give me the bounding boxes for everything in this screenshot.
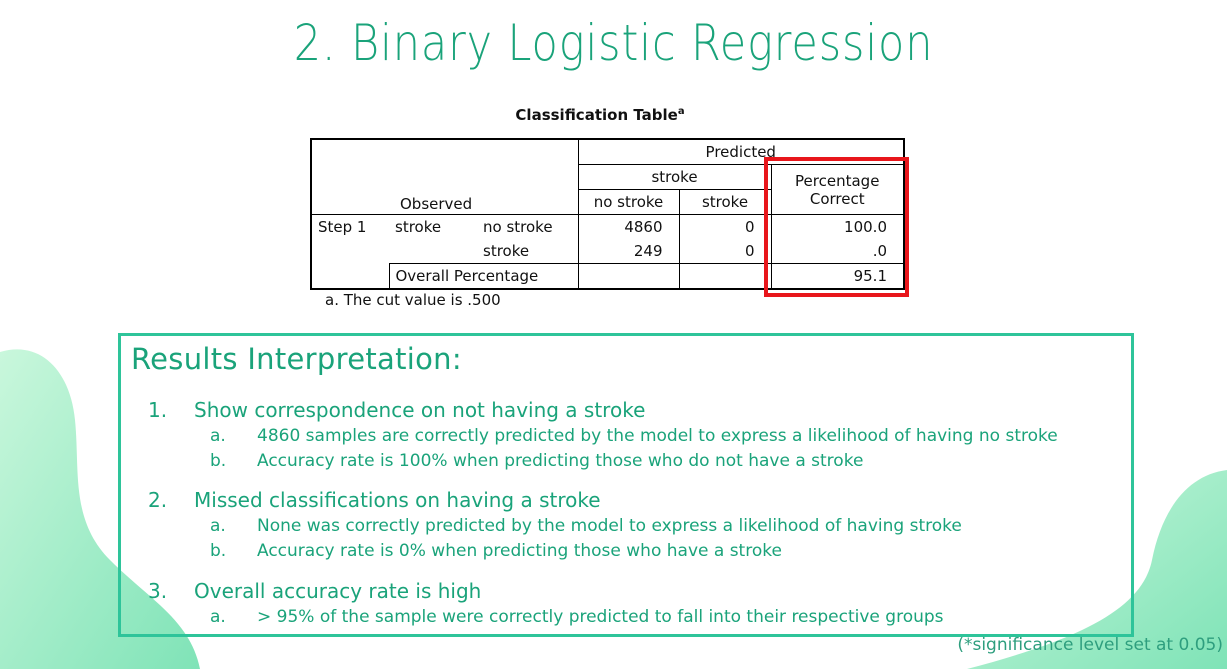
point-1b-letter: b. [210, 451, 227, 471]
point-2a-letter: a. [210, 516, 226, 536]
decorative-blob-left [0, 349, 200, 669]
observed-header: Observed [310, 138, 578, 215]
cell-stroke-stroke: 0 [678, 239, 771, 264]
pct-correct-header-line2: Correct [809, 189, 865, 208]
point-1a-letter: a. [210, 426, 226, 446]
dep-var-header: stroke [577, 164, 771, 190]
cell-no-stroke-pct: 100.0 [770, 214, 905, 239]
point-1-text: Show correspondence on not having a stro… [194, 398, 646, 422]
point-1a-text: 4860 samples are correctly predicted by … [257, 426, 1058, 446]
cell-stroke-no-stroke: 249 [577, 239, 679, 264]
cell-no-stroke-stroke: 0 [678, 214, 771, 239]
overall-percentage-label: Overall Percentage [388, 263, 578, 290]
cell-no-stroke-no-stroke: 4860 [577, 214, 679, 239]
row-var-label: stroke [389, 214, 477, 239]
point-3-number: 3. [148, 579, 168, 603]
percentage-correct-highlight [764, 157, 909, 297]
point-2b-text: Accuracy rate is 0% when predicting thos… [257, 541, 782, 561]
point-2-text: Missed classifications on having a strok… [194, 488, 601, 512]
row-label-no-stroke: no stroke [477, 214, 578, 239]
col-no-stroke-header: no stroke [577, 189, 679, 215]
decorative-blob-right [967, 470, 1227, 669]
pct-correct-header: Percentage Correct [770, 164, 905, 215]
observed-label: Observed [400, 195, 473, 213]
predicted-header: Predicted [577, 138, 905, 165]
col-stroke-header: stroke [678, 189, 771, 215]
results-heading: Results Interpretation: [131, 342, 462, 376]
row-label-stroke: stroke [483, 242, 530, 260]
cell-stroke-pct: .0 [770, 239, 905, 264]
pct-correct-header-line1: Percentage [795, 171, 880, 190]
classification-table: Observed Predicted stroke Percentage Cor… [310, 138, 905, 290]
overall-percentage-value: 95.1 [770, 263, 905, 290]
point-3a-text: > 95% of the sample were correctly predi… [257, 607, 944, 627]
step-label: Step 1 [310, 214, 389, 239]
table-footnote: a. The cut value is .500 [325, 291, 501, 309]
point-1b-text: Accuracy rate is 100% when predicting th… [257, 451, 864, 471]
point-3-text: Overall accuracy rate is high [194, 579, 482, 603]
point-3a-letter: a. [210, 607, 226, 627]
point-1-number: 1. [148, 398, 168, 422]
table-caption-footnote-mark: a [677, 106, 685, 117]
slide-title: 2. Binary Logistic Regression [293, 14, 934, 72]
point-2b-letter: b. [210, 541, 227, 561]
results-box [118, 333, 1134, 637]
table-caption: Classification Tablea [430, 106, 770, 124]
table-caption-text: Classification Table [515, 106, 678, 124]
significance-note: (*significance level set at 0.05) [957, 635, 1223, 655]
point-2a-text: None was correctly predicted by the mode… [257, 516, 962, 536]
point-2-number: 2. [148, 488, 168, 512]
